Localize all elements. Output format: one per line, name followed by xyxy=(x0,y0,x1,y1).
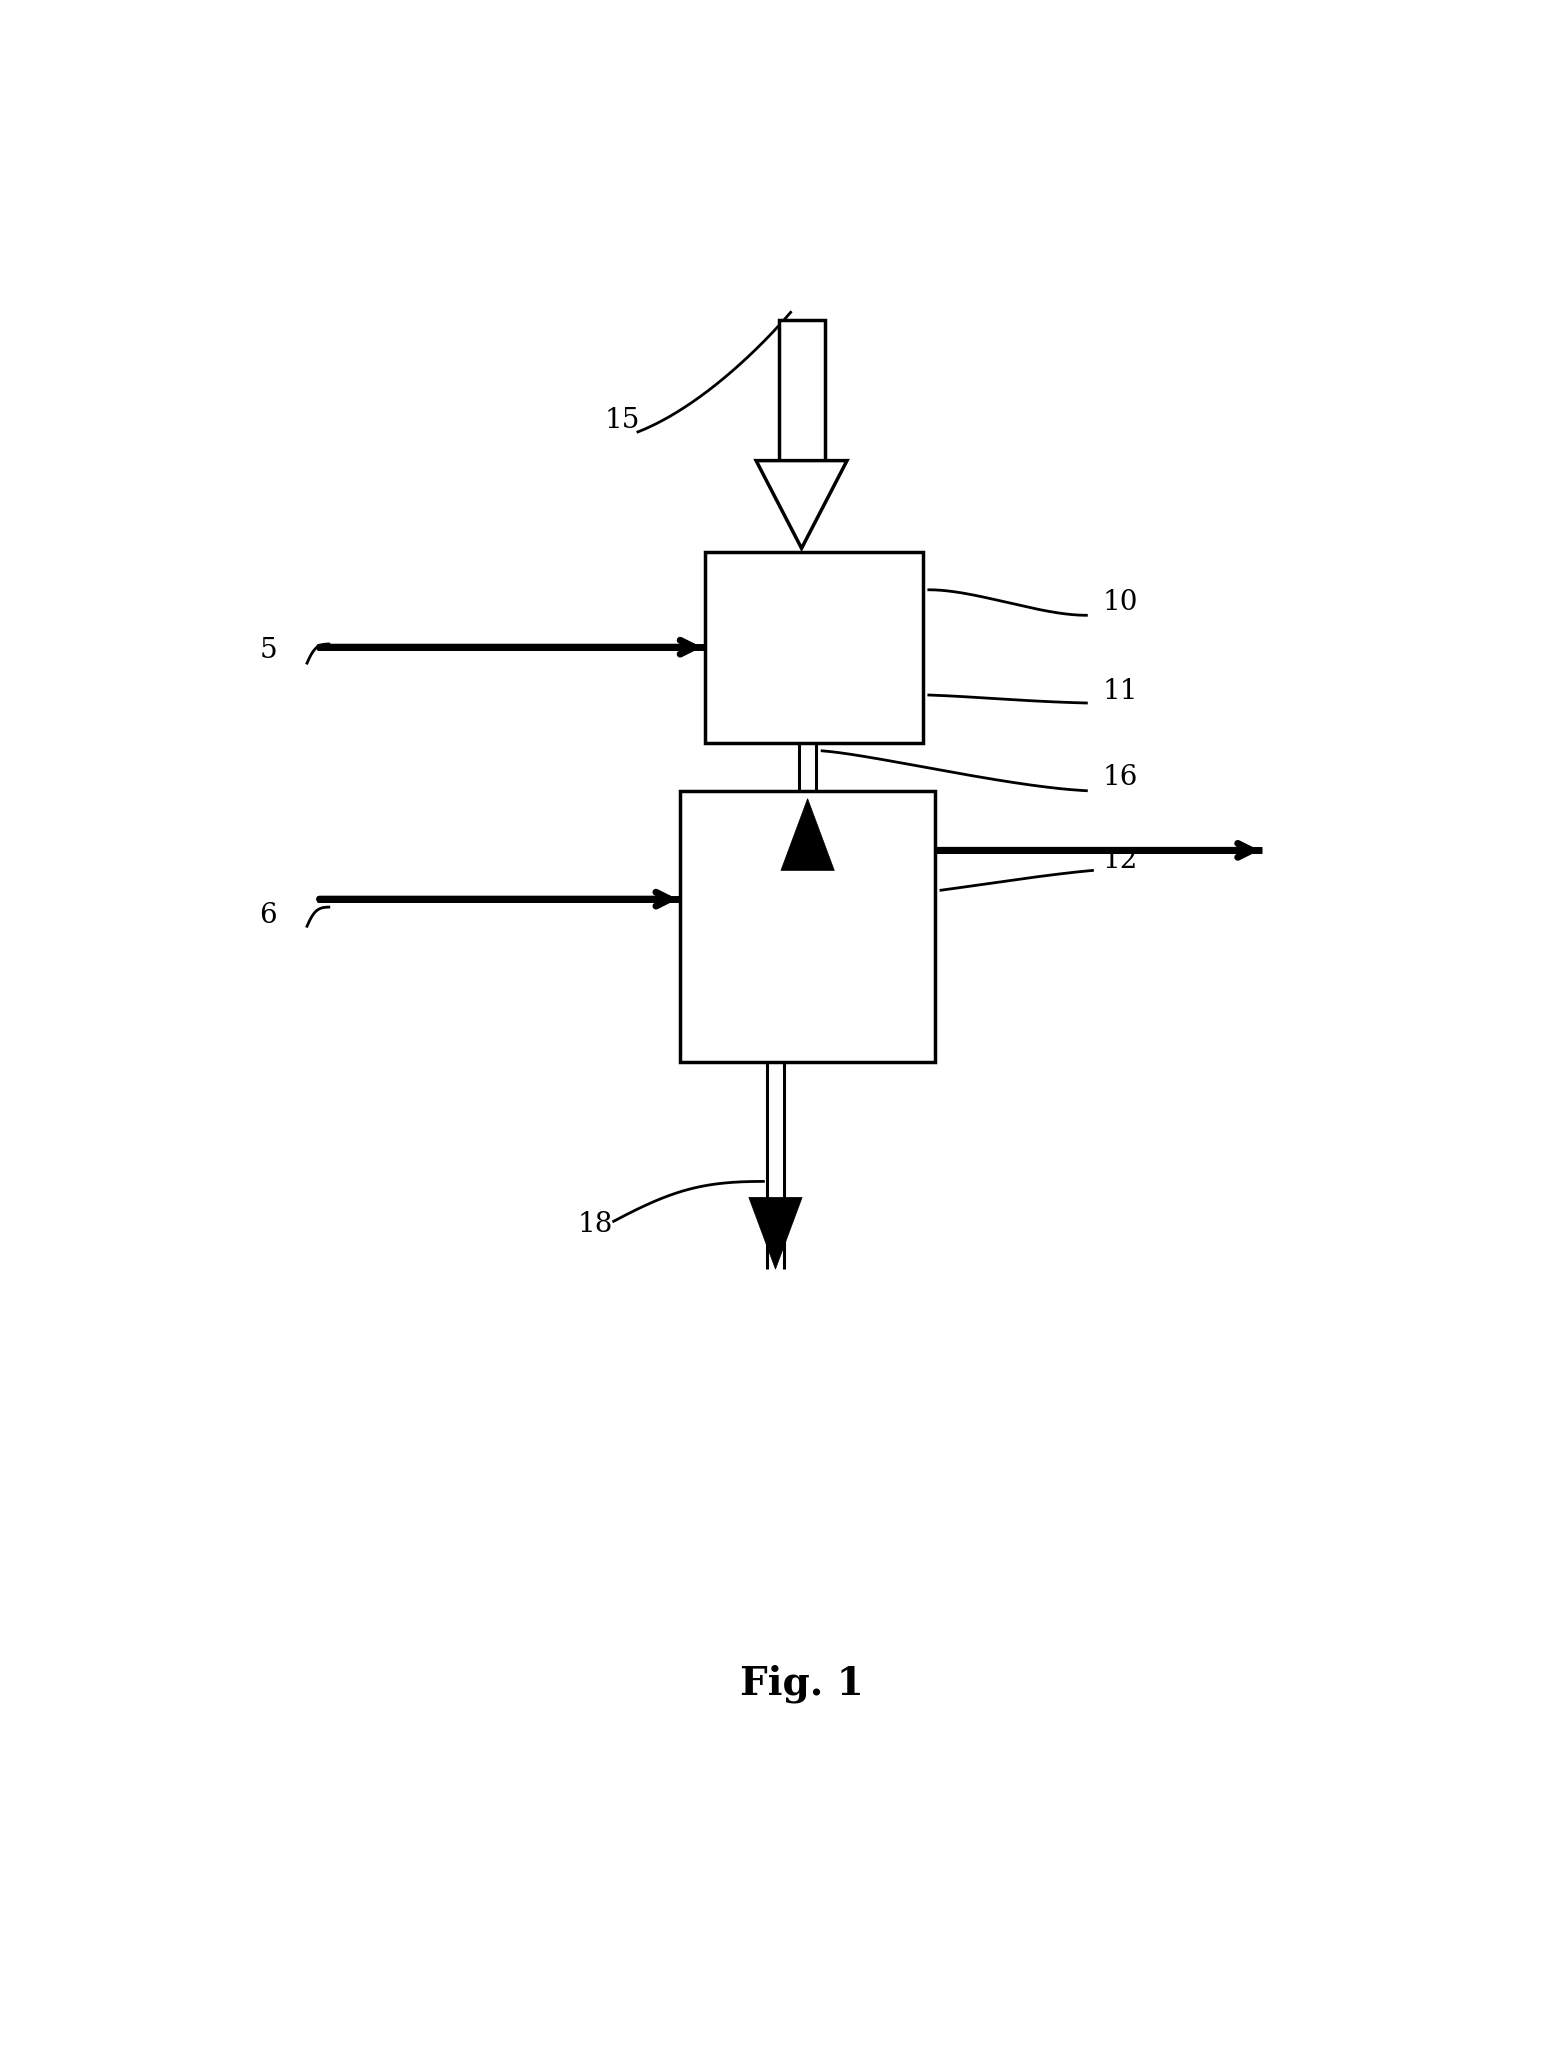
Text: 12: 12 xyxy=(1103,847,1137,874)
Text: Fig. 1: Fig. 1 xyxy=(740,1665,863,1702)
Text: 15: 15 xyxy=(604,408,640,435)
Text: 10: 10 xyxy=(1103,588,1137,615)
Bar xyxy=(705,551,923,743)
Polygon shape xyxy=(780,799,834,870)
Text: 5: 5 xyxy=(260,638,277,665)
Text: 11: 11 xyxy=(1103,679,1137,706)
Text: 16: 16 xyxy=(1103,764,1137,791)
Text: 6: 6 xyxy=(260,901,277,928)
Polygon shape xyxy=(755,460,848,549)
Text: 18: 18 xyxy=(577,1212,613,1238)
Bar xyxy=(779,321,824,460)
Bar xyxy=(680,791,935,1062)
Polygon shape xyxy=(749,1197,802,1270)
